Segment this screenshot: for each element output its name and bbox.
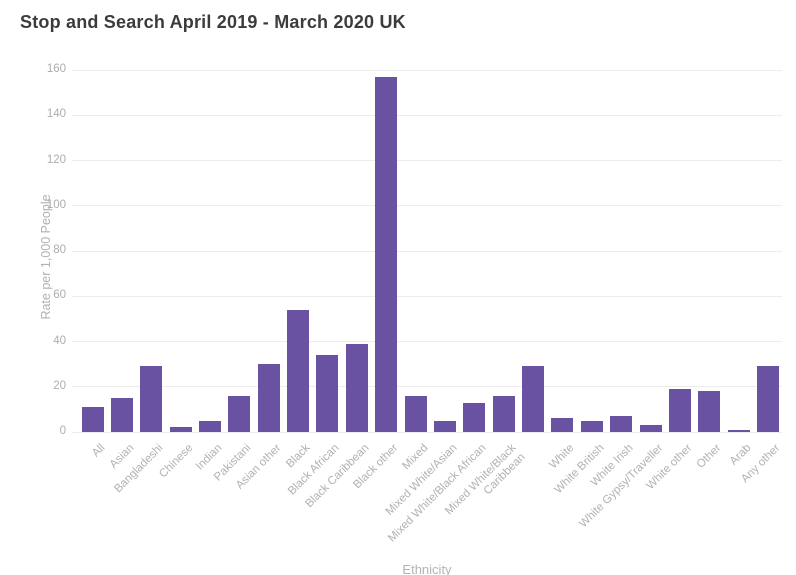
y-tick-label-160: 160 <box>46 63 66 75</box>
bar-black-other <box>375 76 398 432</box>
bar-asian-other <box>257 364 280 432</box>
y-tick-label-120: 120 <box>46 153 66 166</box>
bar-indian <box>198 420 221 432</box>
bar-white-other <box>668 389 691 432</box>
gridline-y-0 <box>72 431 782 433</box>
y-tick-label-20: 20 <box>53 379 66 392</box>
gridline-y-20 <box>72 386 782 388</box>
bar-unlabeled-15 <box>522 366 545 432</box>
bar-mixed <box>404 395 427 432</box>
gridline-y-60 <box>72 295 782 297</box>
chart-title: Stop and Search April 2019 - March 2020 … <box>20 12 406 32</box>
bar-white <box>551 418 574 432</box>
bar-black-caribbean <box>345 343 368 432</box>
bar-any-other <box>757 366 779 432</box>
y-tick-label-140: 140 <box>46 108 66 121</box>
bar-mixed-white-asian <box>433 420 456 432</box>
plot-area <box>72 69 782 433</box>
bar-chinese <box>169 427 192 432</box>
gridline-y-100 <box>72 205 782 207</box>
y-tick-label-100: 100 <box>46 198 66 211</box>
bar-black-african <box>316 355 339 432</box>
bar-white-irish <box>610 416 633 432</box>
bar-all <box>81 407 104 432</box>
bar-bangladeshi <box>140 366 163 432</box>
x-axis-title: Ethnicity <box>402 562 452 575</box>
gridline-y-140 <box>72 114 782 116</box>
bar-black <box>287 309 310 432</box>
bar-asian <box>110 398 133 432</box>
y-axis-title: Rate per 1,000 People <box>39 194 53 320</box>
gridline-y-80 <box>72 250 782 252</box>
y-tick-label-40: 40 <box>53 334 66 347</box>
bar-arab <box>727 429 750 432</box>
bar-mixed-white-black-african <box>463 402 486 432</box>
bar-white-british <box>580 420 603 432</box>
gridline-y-160 <box>72 69 782 71</box>
gridline-y-40 <box>72 341 782 342</box>
gridline-y-120 <box>72 160 782 161</box>
y-tick-label-80: 80 <box>53 244 66 256</box>
y-tick-label-0: 0 <box>59 425 66 437</box>
bar-pakistani <box>228 395 251 432</box>
bar-mixed-white-black-caribbean <box>492 395 515 432</box>
y-tick-label-60: 60 <box>53 289 66 302</box>
bar-other <box>698 391 721 432</box>
bar-white-gypsy-traveller <box>639 425 662 432</box>
